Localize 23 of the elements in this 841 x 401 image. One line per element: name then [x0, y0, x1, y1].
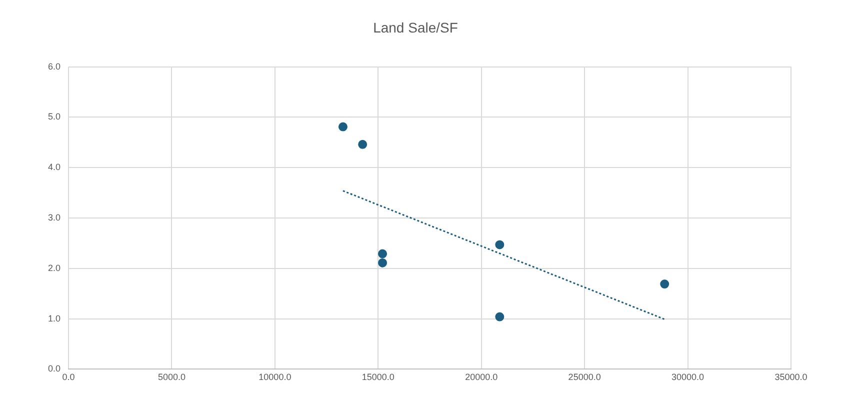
- point: [495, 312, 504, 322]
- x-tick-label: 20000.0: [465, 372, 498, 382]
- x-tick-label: 35000.0: [774, 372, 808, 382]
- x-tick-label: 10000.0: [258, 372, 292, 382]
- x-tick-label: 30000.0: [672, 372, 704, 382]
- y-tick-label: 2.0: [48, 262, 61, 273]
- y-tick-label: 0.0: [48, 364, 61, 374]
- point: [378, 249, 388, 258]
- x-tick-label: 25000.0: [568, 372, 601, 382]
- point: [660, 280, 670, 289]
- x-tick-label: 5000.0: [158, 372, 186, 382]
- y-tick-label: 4.0: [48, 162, 61, 172]
- y-tick-label: 1.0: [48, 313, 61, 324]
- y-tick-label: 3.0: [48, 212, 61, 222]
- chart-title: Land Sale/SF: [373, 19, 458, 36]
- x-tick-label: 0.0: [62, 372, 75, 382]
- point: [495, 240, 504, 250]
- y-tick-label: 6.0: [48, 61, 61, 72]
- y-tick-label: 5.0: [48, 112, 61, 122]
- point: [378, 258, 388, 268]
- point: [358, 140, 368, 149]
- x-tick-label: 15000.0: [362, 372, 394, 382]
- point: [338, 122, 348, 132]
